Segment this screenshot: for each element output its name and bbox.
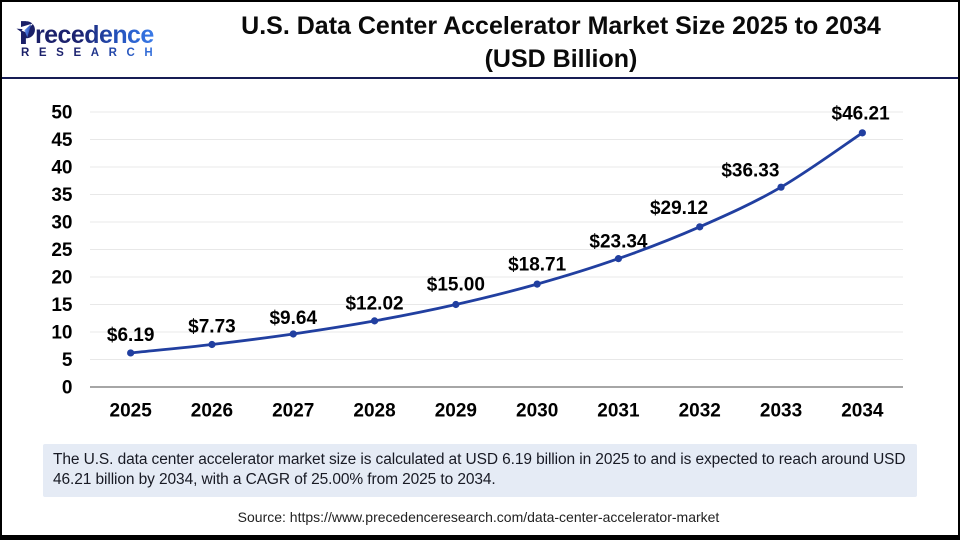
svg-text:$23.34: $23.34 xyxy=(589,232,648,253)
svg-text:$12.02: $12.02 xyxy=(345,294,403,315)
svg-text:15: 15 xyxy=(51,295,73,316)
svg-text:35: 35 xyxy=(51,185,73,206)
svg-text:$18.71: $18.71 xyxy=(508,255,567,276)
svg-text:$6.19: $6.19 xyxy=(107,325,155,346)
svg-text:20: 20 xyxy=(51,268,72,289)
svg-text:2032: 2032 xyxy=(679,401,721,422)
svg-text:2033: 2033 xyxy=(760,401,802,422)
svg-text:$15.00: $15.00 xyxy=(427,275,485,296)
svg-text:$46.21: $46.21 xyxy=(832,103,891,124)
svg-text:2027: 2027 xyxy=(272,401,314,422)
svg-text:5: 5 xyxy=(62,350,73,371)
svg-text:2030: 2030 xyxy=(516,401,558,422)
svg-text:45: 45 xyxy=(51,130,73,151)
svg-text:10: 10 xyxy=(51,323,72,344)
svg-text:$9.64: $9.64 xyxy=(269,308,317,329)
svg-text:50: 50 xyxy=(51,103,72,124)
svg-text:2029: 2029 xyxy=(435,401,477,422)
svg-text:2031: 2031 xyxy=(597,401,640,422)
svg-text:25: 25 xyxy=(51,240,73,261)
svg-text:2028: 2028 xyxy=(353,401,395,422)
svg-text:2034: 2034 xyxy=(841,401,884,422)
svg-text:$29.12: $29.12 xyxy=(650,198,708,219)
svg-text:2026: 2026 xyxy=(191,401,233,422)
svg-text:30: 30 xyxy=(51,213,72,234)
svg-text:$7.73: $7.73 xyxy=(188,317,236,338)
svg-text:2025: 2025 xyxy=(110,401,153,422)
svg-text:40: 40 xyxy=(51,158,72,179)
svg-text:$36.33: $36.33 xyxy=(721,160,779,181)
svg-text:0: 0 xyxy=(62,378,73,399)
